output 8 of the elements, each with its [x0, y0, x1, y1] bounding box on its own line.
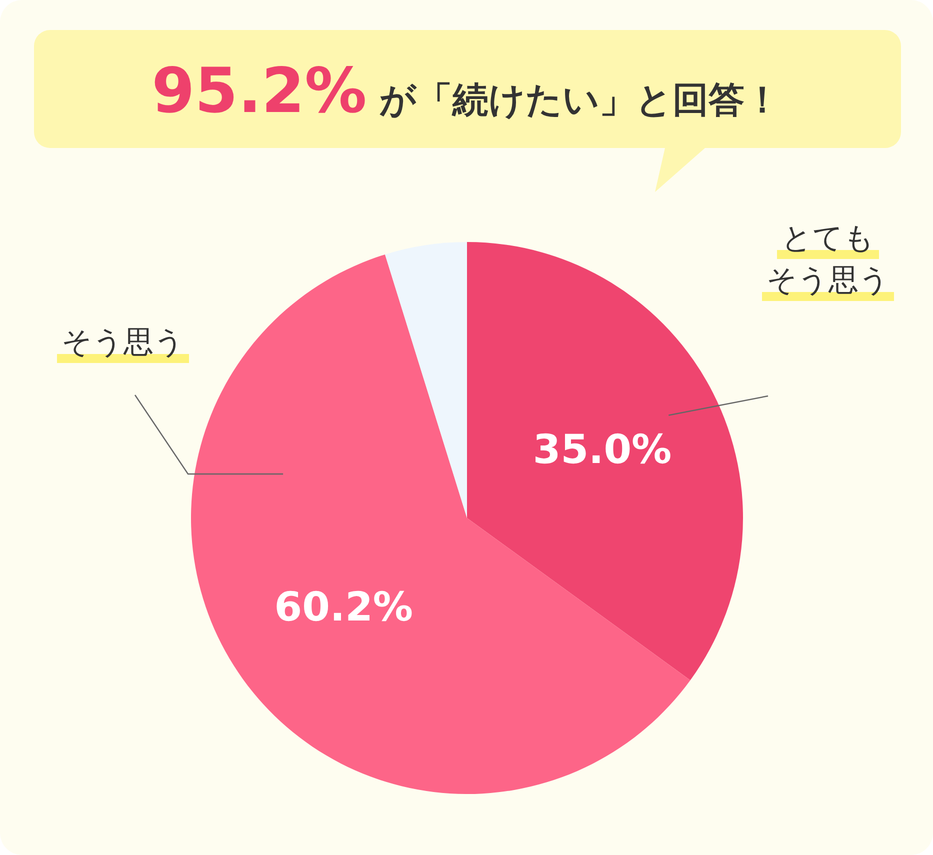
- pie-slice: [467, 242, 743, 680]
- pie-slice: [385, 242, 467, 518]
- slice-label: そう思う: [62, 325, 184, 360]
- data-label: 60.2%: [274, 584, 414, 630]
- slice-label: とてもそう思う: [766, 221, 890, 298]
- chart-title: 95.2% が「続けたい」と回答！: [152, 54, 780, 127]
- data-label: 35.0%: [532, 427, 672, 474]
- pie-slice: [191, 254, 690, 794]
